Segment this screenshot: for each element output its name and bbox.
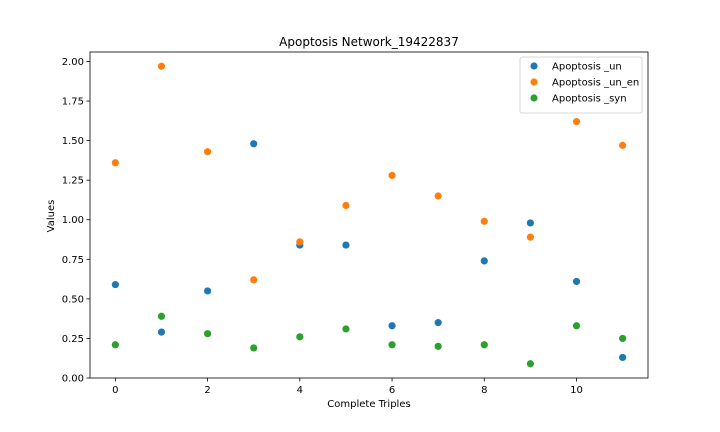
data-point xyxy=(619,353,627,362)
data-point xyxy=(157,312,166,320)
data-point xyxy=(434,319,442,327)
data-point xyxy=(111,341,119,349)
data-point xyxy=(480,341,488,349)
y-axis: 0.00 0.25 0.50 0.75 1.00 1.25 1.50 1.75 2.00 xyxy=(62,57,90,385)
y-tick-label: 0.25 xyxy=(62,334,84,345)
y-tick-label: 0.00 xyxy=(62,374,84,385)
data-point xyxy=(203,330,212,338)
data-point xyxy=(342,241,350,249)
legend-label: Apoptosis _un xyxy=(552,62,622,73)
plot-area xyxy=(89,51,649,379)
data-point xyxy=(203,148,212,156)
chart-title: Apoptosis Network_19422837 xyxy=(279,35,459,49)
data-point xyxy=(388,171,396,180)
data-point xyxy=(296,238,304,246)
x-tick-label: 4 xyxy=(297,385,303,396)
data-point xyxy=(619,141,627,149)
plot-frame xyxy=(89,51,649,379)
x-tick-label: 8 xyxy=(481,385,487,396)
data-point xyxy=(619,334,627,343)
data-point xyxy=(111,281,119,289)
legend-marker xyxy=(530,94,538,102)
legend-label: Apoptosis _un_en xyxy=(552,78,639,89)
series-layer xyxy=(111,62,627,368)
x-axis-label: Complete Triples xyxy=(327,399,410,410)
data-point xyxy=(388,322,396,330)
data-point xyxy=(526,233,535,241)
data-point xyxy=(250,344,258,352)
x-tick-label: 10 xyxy=(570,385,583,396)
data-point xyxy=(342,325,350,333)
data-point xyxy=(572,277,581,286)
y-tick-label: 0.75 xyxy=(62,255,84,266)
y-tick-label: 2.00 xyxy=(62,57,84,68)
data-point xyxy=(480,217,488,225)
legend-marker xyxy=(530,62,538,70)
legend-frame xyxy=(519,56,643,114)
x-tick-label: 2 xyxy=(204,385,210,396)
data-point xyxy=(203,287,212,295)
data-point xyxy=(526,360,535,368)
data-point xyxy=(434,342,442,350)
data-point xyxy=(250,140,258,148)
data-point xyxy=(480,257,488,265)
series-1 xyxy=(111,140,627,362)
data-point xyxy=(157,62,166,70)
data-point xyxy=(342,201,350,210)
data-point xyxy=(157,328,166,336)
data-point xyxy=(111,159,119,167)
legend: Apoptosis _un Apoptosis _un_en Apoptosis _… xyxy=(519,56,643,114)
y-tick-label: 1.00 xyxy=(62,215,84,226)
data-point xyxy=(296,333,304,341)
legend-label: Apoptosis _syn xyxy=(552,94,627,105)
data-point xyxy=(434,192,442,200)
y-tick-label: 1.25 xyxy=(62,176,84,187)
series-2 xyxy=(111,62,627,284)
y-tick-label: 1.50 xyxy=(62,136,84,147)
legend-marker xyxy=(530,78,538,86)
y-tick-label: 1.75 xyxy=(62,97,84,108)
data-point xyxy=(572,118,581,126)
data-point xyxy=(526,219,535,227)
series-3 xyxy=(111,312,627,368)
x-tick-label: 0 xyxy=(112,385,118,396)
data-point xyxy=(388,341,396,349)
x-axis: 0 2 4 6 8 10 xyxy=(112,378,583,396)
data-point xyxy=(250,276,258,284)
y-tick-label: 0.50 xyxy=(62,294,84,305)
y-axis-label: Values xyxy=(46,200,57,233)
x-tick-label: 6 xyxy=(389,385,395,396)
data-point xyxy=(572,322,581,330)
